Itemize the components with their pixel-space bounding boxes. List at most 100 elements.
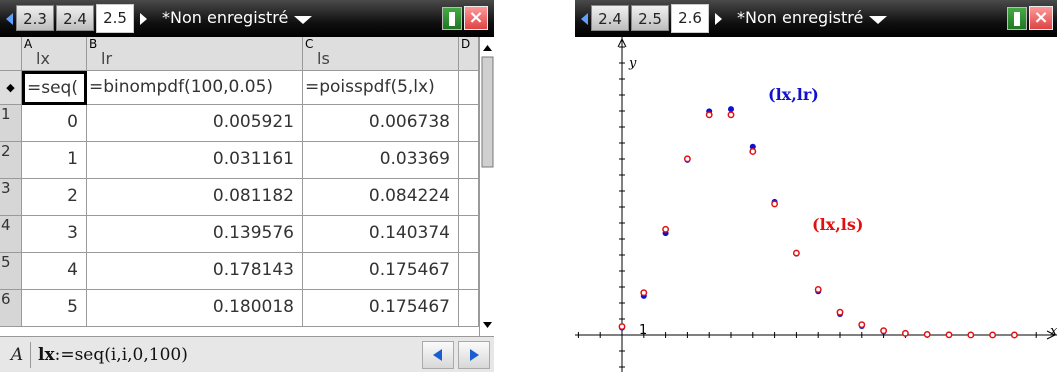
cell-reference: A xyxy=(4,342,31,368)
series-label-lr[interactable]: (lx,lr) xyxy=(768,85,819,104)
ls-point xyxy=(749,148,757,155)
nav-right-button[interactable] xyxy=(458,341,490,369)
formula-cell-a-selected[interactable]: =seq( xyxy=(22,71,87,105)
spreadsheet-screen: 2.3 2.4 2.5 *Non enregistré × A lx B lr … xyxy=(0,0,494,372)
cell-lx[interactable]: 0 xyxy=(22,105,87,142)
cell-num: 5 xyxy=(0,253,22,290)
left-top-bar: 2.3 2.4 2.5 *Non enregistré × xyxy=(0,0,494,37)
ls-point xyxy=(923,330,931,338)
scroll-up-icon xyxy=(483,45,492,51)
next-page-arrow-icon[interactable] xyxy=(715,13,722,25)
lr-point xyxy=(749,143,756,150)
battery-icon xyxy=(1007,7,1027,30)
ls-point xyxy=(858,321,866,329)
cell-lx[interactable]: 3 xyxy=(22,216,87,253)
cell-num: 1 xyxy=(0,105,22,142)
formula-cell-d[interactable] xyxy=(459,71,479,105)
ls-point xyxy=(814,286,822,293)
cell-lx[interactable]: 1 xyxy=(22,142,87,179)
cell-num: 3 xyxy=(0,179,22,216)
cell-ls[interactable]: 0.175467 xyxy=(303,290,459,327)
cell-ls[interactable]: 0.140374 xyxy=(303,216,459,253)
cell-lr[interactable]: 0.081182 xyxy=(87,179,303,216)
cell-empty[interactable] xyxy=(459,179,479,216)
doc-title-menu[interactable]: *Non enregistré xyxy=(737,7,888,29)
ls-point xyxy=(1010,331,1018,339)
prev-page-arrow-icon[interactable] xyxy=(6,13,13,25)
column-header-d[interactable]: D xyxy=(459,37,479,71)
column-letter: B xyxy=(89,37,98,51)
cell-empty[interactable] xyxy=(459,105,479,142)
cell-empty[interactable] xyxy=(459,216,479,253)
ls-point xyxy=(989,331,997,339)
vertical-scrollbar[interactable] xyxy=(479,37,494,336)
ls-point xyxy=(836,308,844,316)
cell-empty[interactable] xyxy=(459,142,479,179)
cell-lr[interactable]: 0.031161 xyxy=(87,142,303,179)
cell-ls[interactable]: 0.03369 xyxy=(303,142,459,179)
chevron-down-icon xyxy=(869,15,888,24)
column-letter: A xyxy=(24,37,33,51)
column-name: lx xyxy=(36,49,50,68)
tab-2-4[interactable]: 2.4 xyxy=(56,5,94,31)
cell-lx[interactable]: 5 xyxy=(22,290,87,327)
entry-formula[interactable]: lx:=seq(i,i,0,100) xyxy=(38,342,188,368)
y-axis-label: y xyxy=(628,56,637,71)
cell-lr[interactable]: 0.139576 xyxy=(87,216,303,253)
scatter-points xyxy=(618,106,1018,339)
cell-lr[interactable]: 0.005921 xyxy=(87,105,303,142)
column-header-c[interactable]: C ls xyxy=(303,37,459,71)
x-axis-label: x xyxy=(1050,324,1057,339)
formula-cell-b[interactable]: =binompdf(100,0.05) xyxy=(87,71,303,105)
cell-ls[interactable]: 0.175467 xyxy=(303,253,459,290)
tab-2-5-active[interactable]: 2.5 xyxy=(96,4,134,33)
prev-page-arrow-icon[interactable] xyxy=(581,13,588,25)
ls-point xyxy=(771,200,779,208)
column-letter: D xyxy=(461,37,471,51)
corner-cell[interactable] xyxy=(0,37,22,71)
spreadsheet-grid: A lx B lr C ls D ◆ =seq( =binompdf(100,0… xyxy=(0,37,494,336)
ls-point xyxy=(662,225,670,233)
tab-2-5[interactable]: 2.5 xyxy=(631,5,669,31)
chevron-down-icon xyxy=(294,15,313,24)
graph-area[interactable]: (lx,lr) (lx,ls) y x 1 xyxy=(575,37,1057,372)
tab-2-4[interactable]: 2.4 xyxy=(591,5,629,31)
lr-point xyxy=(728,106,734,113)
ls-point xyxy=(945,331,953,339)
scroll-down-icon xyxy=(483,322,492,328)
doc-title: *Non enregistré xyxy=(737,8,864,27)
entry-variable: lx xyxy=(38,345,55,365)
cell-empty[interactable] xyxy=(459,290,479,327)
ls-point xyxy=(705,111,713,119)
column-header-a[interactable]: A lx xyxy=(22,37,87,71)
doc-title-menu[interactable]: *Non enregistré xyxy=(162,7,313,29)
close-icon[interactable]: × xyxy=(1029,6,1053,30)
doc-title: *Non enregistré xyxy=(162,8,289,27)
triangle-left-icon xyxy=(433,349,442,361)
tab-2-3[interactable]: 2.3 xyxy=(16,5,54,31)
formula-cell-c[interactable]: =poisspdf(5,lx) xyxy=(303,71,459,105)
column-header-b[interactable]: B lr xyxy=(87,37,303,71)
next-page-arrow-icon[interactable] xyxy=(140,13,147,25)
ls-point xyxy=(683,155,691,163)
entry-line: A lx:=seq(i,i,0,100) xyxy=(0,336,494,372)
cell-num: 6 xyxy=(0,290,22,327)
y-tick-label: 1 xyxy=(639,323,647,338)
right-top-bar: 2.4 2.5 2.6 *Non enregistré × xyxy=(575,0,1057,37)
cell-lx[interactable]: 2 xyxy=(22,179,87,216)
cell-num: 4 xyxy=(0,216,22,253)
close-icon[interactable]: × xyxy=(464,6,488,30)
column-letter: C xyxy=(305,37,314,51)
y-axis-arrow xyxy=(617,37,627,48)
cell-ls[interactable]: 0.006738 xyxy=(303,105,459,142)
cell-lr[interactable]: 0.178143 xyxy=(87,253,303,290)
cell-lx[interactable]: 4 xyxy=(22,253,87,290)
ls-point xyxy=(618,323,626,330)
ls-point xyxy=(727,111,735,119)
tab-2-6-active[interactable]: 2.6 xyxy=(671,4,709,33)
nav-left-button[interactable] xyxy=(422,341,454,369)
cell-empty[interactable] xyxy=(459,253,479,290)
cell-ls[interactable]: 0.084224 xyxy=(303,179,459,216)
series-label-ls[interactable]: (lx,ls) xyxy=(812,215,863,234)
cell-lr[interactable]: 0.180018 xyxy=(87,290,303,327)
